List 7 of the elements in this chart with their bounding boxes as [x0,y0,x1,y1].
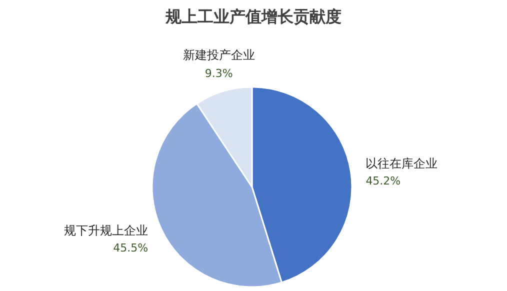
data-label: 45.5% [113,241,148,254]
data-label: 45.2% [366,174,401,188]
slice-label: 规下升规上企业 [64,223,148,238]
data-label: 9.3% [204,66,233,80]
slice-label: 以往在库企业 [366,156,438,171]
chart-title: 规上工业产值增长贡献度 [164,7,342,26]
slice-label: 新建投产企业 [182,48,255,62]
